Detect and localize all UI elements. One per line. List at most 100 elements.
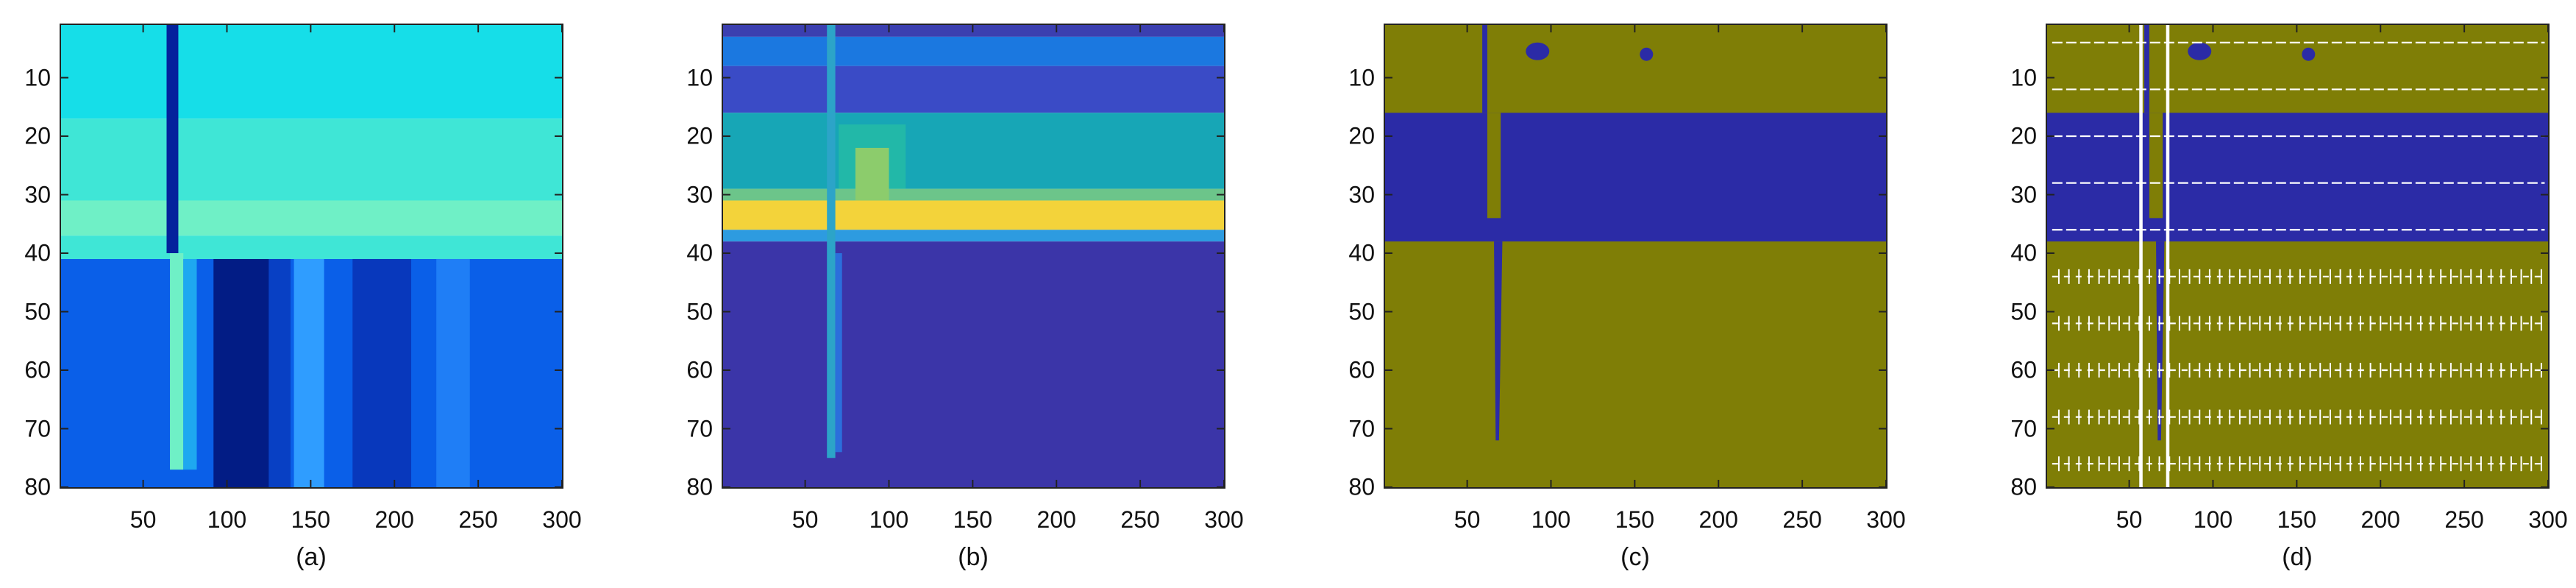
heatmap-band <box>723 230 1224 242</box>
y-tick-label: 50 <box>2010 298 2037 325</box>
y-tick-label: 20 <box>1348 122 1375 149</box>
y-tick-label: 70 <box>24 415 51 442</box>
y-tick-label: 20 <box>2010 122 2037 149</box>
x-tick-label: 200 <box>1698 506 1738 533</box>
y-tick-label: 20 <box>24 122 51 149</box>
heatmap-cells <box>1385 25 1886 487</box>
x-tick-label: 150 <box>2277 506 2317 533</box>
heatmap-band <box>723 36 1224 66</box>
panel-b: 50 100 150 200 250 300 10 20 30 40 50 60 70 80 (b) <box>662 0 1306 588</box>
heatmap-band <box>61 235 562 259</box>
y-tick-label: 10 <box>2010 64 2037 91</box>
y-tick-label: 80 <box>1348 473 1375 500</box>
heatmap-spike <box>2156 241 2165 441</box>
heatmap-streak <box>2144 25 2149 113</box>
heatmap-region <box>855 147 889 201</box>
heatmap-streak <box>1482 25 1487 113</box>
heatmap-spot <box>2302 47 2316 61</box>
x-tick-label: 300 <box>1866 506 1906 533</box>
y-tick-label: 60 <box>2010 356 2037 383</box>
heatmap-svg <box>723 25 1224 487</box>
x-tick-label: 100 <box>207 506 247 533</box>
heatmap-streak <box>166 25 179 254</box>
x-tick-label: 250 <box>2444 506 2484 533</box>
x-tick-label: 50 <box>1454 506 1481 533</box>
heatmap-band <box>2047 113 2548 242</box>
y-tick-label: 50 <box>686 298 713 325</box>
x-tick-label: 300 <box>2528 506 2568 533</box>
panel-caption: (a) <box>296 543 327 571</box>
x-tick-label: 50 <box>2116 506 2143 533</box>
heatmap-streak <box>170 253 184 470</box>
panel-caption: (d) <box>2282 543 2313 571</box>
heatmap-svg <box>1385 25 1886 487</box>
y-tick-label: 30 <box>2010 181 2037 208</box>
x-tick-label: 100 <box>1531 506 1571 533</box>
heatmap-band <box>723 200 1224 230</box>
y-tick-label: 70 <box>1348 415 1375 442</box>
heatmap-region <box>352 258 412 487</box>
y-tick-label: 40 <box>2010 239 2037 266</box>
x-tick-label: 50 <box>791 506 819 533</box>
heatmap-gap <box>2149 113 2163 219</box>
x-tick-label: 50 <box>129 506 157 533</box>
y-tick-label: 30 <box>24 181 51 208</box>
y-tick-label: 40 <box>24 239 51 266</box>
x-tick-label: 300 <box>542 506 582 533</box>
heatmap-region <box>268 258 291 487</box>
y-tick-label: 40 <box>1348 239 1375 266</box>
heatmap-svg <box>61 25 562 487</box>
heatmap-band <box>723 188 1224 201</box>
arrow-vertical-line <box>2139 25 2143 487</box>
y-tick-label: 40 <box>686 239 713 266</box>
x-tick-label: 200 <box>374 506 414 533</box>
plot-area <box>2046 24 2550 489</box>
y-tick-label: 30 <box>1348 181 1375 208</box>
x-tick-label: 100 <box>869 506 909 533</box>
heatmap-streak <box>835 253 842 453</box>
heatmap-band <box>723 65 1224 113</box>
heatmap-light-region <box>293 258 324 487</box>
heatmap-spot <box>1640 47 1654 61</box>
plot-area <box>60 24 563 489</box>
heatmap-cells <box>2047 25 2548 487</box>
vector-field <box>2052 25 2545 487</box>
heatmap-dark-region <box>213 258 269 487</box>
x-tick-label: 250 <box>458 506 498 533</box>
plot-area <box>1384 24 1887 489</box>
y-tick-label: 80 <box>2010 473 2037 500</box>
heatmap-background <box>1385 25 1886 487</box>
x-tick-label: 200 <box>1036 506 1076 533</box>
y-tick-label: 60 <box>686 356 713 383</box>
heatmap-streak <box>827 25 836 458</box>
y-tick-label: 80 <box>686 473 713 500</box>
y-tick-label: 70 <box>686 415 713 442</box>
y-tick-label: 10 <box>1348 64 1375 91</box>
x-tick-label: 150 <box>953 506 993 533</box>
heatmap-cells <box>61 25 562 487</box>
heatmap-spot <box>1526 42 1550 60</box>
y-tick-label: 20 <box>686 122 713 149</box>
y-tick-label: 80 <box>24 473 51 500</box>
heatmap-band <box>723 113 1224 189</box>
heatmap-band <box>61 118 562 201</box>
x-tick-label: 250 <box>1120 506 1160 533</box>
heatmap-band <box>61 200 562 236</box>
x-tick-label: 100 <box>2193 506 2233 533</box>
y-tick-label: 50 <box>24 298 51 325</box>
heatmap-gap <box>1487 113 1501 219</box>
heatmap-band <box>723 25 1224 37</box>
heatmap-spike <box>1494 241 1503 441</box>
y-tick-label: 30 <box>686 181 713 208</box>
y-tick-label: 10 <box>24 64 51 91</box>
panel-d: 50 100 150 200 250 300 10 20 30 40 50 60 70 80 (d) <box>1986 0 2576 588</box>
arrow-vertical-line <box>2166 25 2170 487</box>
panel-caption: (b) <box>958 543 989 571</box>
heatmap-background <box>2047 25 2548 487</box>
x-tick-label: 150 <box>291 506 331 533</box>
x-tick-label: 250 <box>1782 506 1822 533</box>
heatmap-svg <box>2047 25 2548 487</box>
heatmap-spot <box>2188 42 2212 60</box>
x-tick-label: 300 <box>1204 506 1244 533</box>
heatmap-band <box>61 25 562 119</box>
